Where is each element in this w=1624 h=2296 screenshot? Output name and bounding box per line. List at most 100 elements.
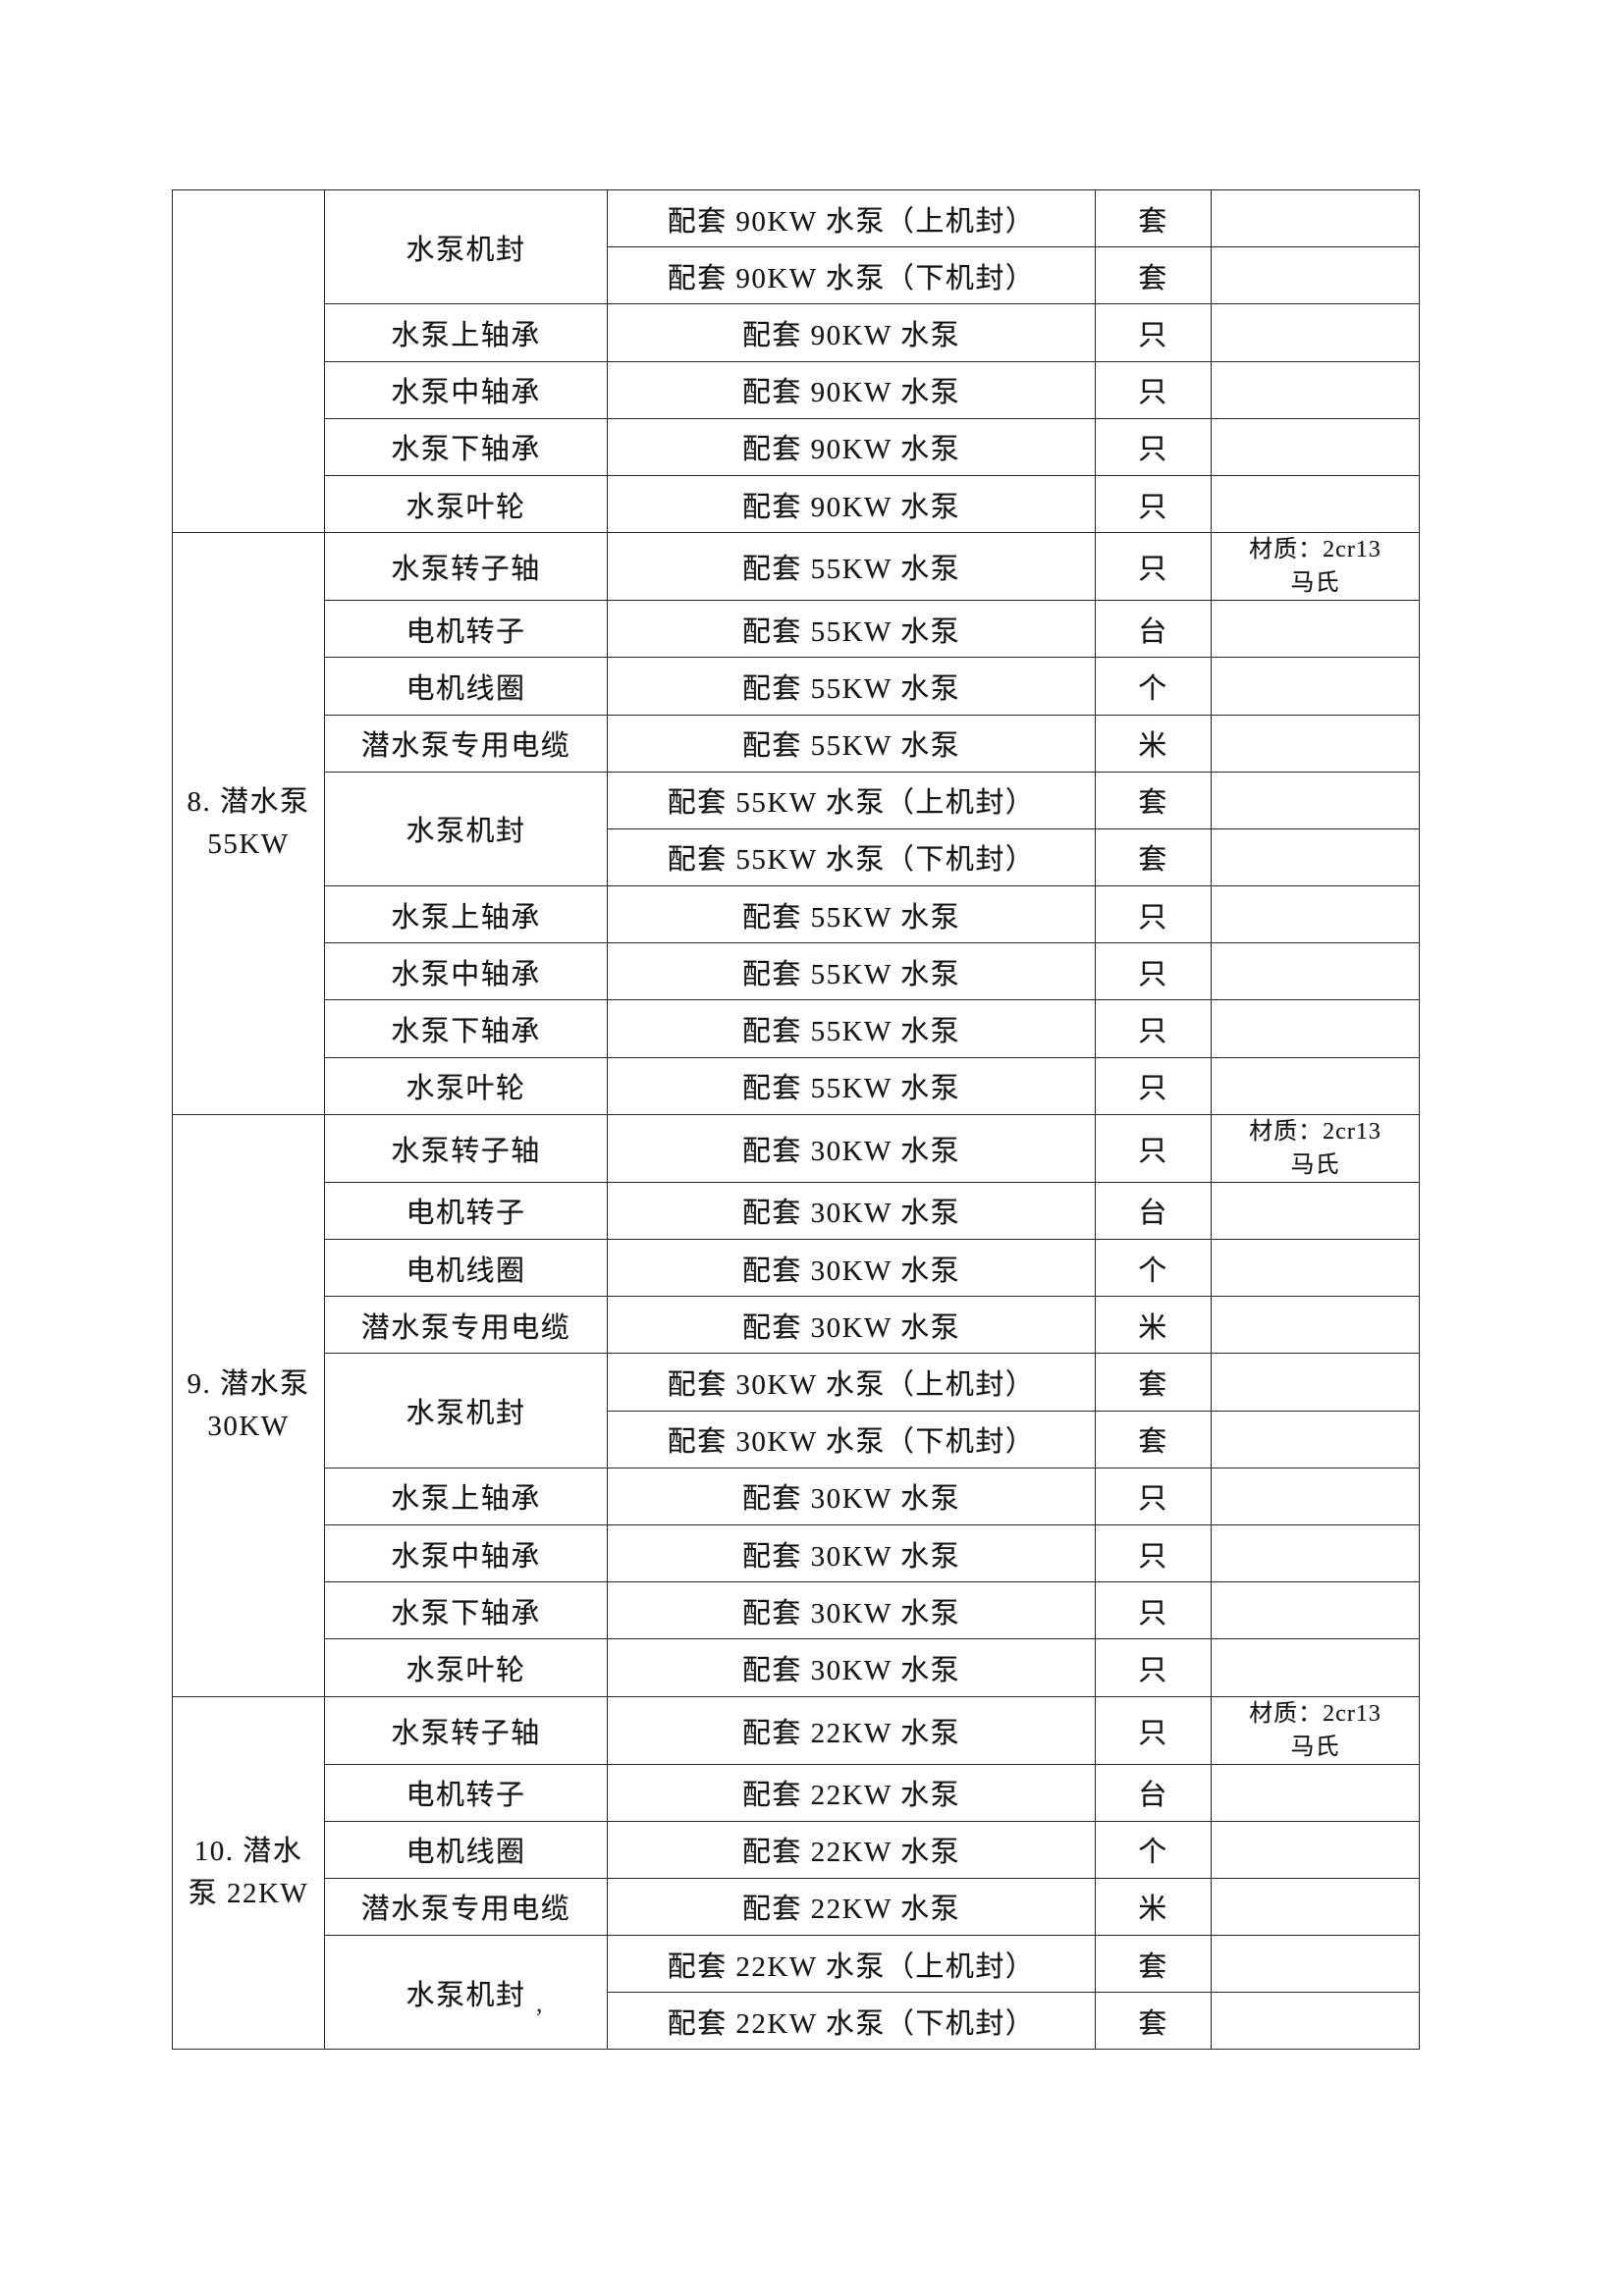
- table-row: 水泵机封 配套 22KW 水泵（上机封）套: [173, 1935, 1420, 2051]
- remark-cell: [1211, 885, 1420, 944]
- unit-cell: 套: [1095, 1935, 1212, 1994]
- description-cell: 配套 30KW 水泵: [607, 1238, 1096, 1298]
- table-row: 水泵叶轮 配套 90KW 水泵只: [173, 474, 1420, 534]
- table-row: 电机转子 配套 55KW 水泵台: [173, 600, 1420, 659]
- description-cell: 配套 22KW 水泵: [607, 1820, 1096, 1879]
- group-label-line: 8. 潜水泵: [187, 785, 310, 818]
- description-cell: 配套 30KW 水泵: [607, 1181, 1096, 1241]
- part-name-cell: 水泵机封: [324, 1353, 608, 1468]
- table-row: 潜水泵专用电缆 配套 55KW 水泵米: [173, 714, 1420, 773]
- description-cell: 配套 55KW 水泵: [607, 657, 1096, 716]
- group-label-line: 泵 22KW: [188, 1877, 309, 1909]
- table-row: 配套 55KW 水泵（下机封）套: [173, 828, 1420, 887]
- description-cell: 配套 30KW 水泵: [607, 1296, 1096, 1355]
- table-row: 电机线圈 配套 55KW 水泵个: [173, 657, 1420, 716]
- unit-cell: 套: [1095, 828, 1212, 887]
- remark-cell: [1211, 1581, 1420, 1640]
- unit-cell: 只: [1095, 360, 1212, 419]
- table-row: 水泵中轴承 配套 30KW 水泵只: [173, 1523, 1420, 1583]
- unit-cell: 套: [1095, 1992, 1212, 2051]
- remark-cell: [1211, 600, 1420, 659]
- remark-cell: [1211, 999, 1420, 1058]
- unit-cell: 只: [1095, 417, 1212, 476]
- table-row: 水泵上轴承 配套 30KW 水泵只: [173, 1467, 1420, 1525]
- description-cell: 配套 30KW 水泵: [607, 1581, 1096, 1640]
- part-name-cell: 水泵转子轴: [324, 532, 608, 602]
- description-cell: 配套 55KW 水泵: [607, 999, 1096, 1058]
- unit-cell: 只: [1095, 1523, 1212, 1583]
- unit-cell: 只: [1095, 532, 1212, 602]
- part-name-cell: 水泵上轴承: [324, 1467, 608, 1525]
- description-cell: 配套 30KW 水泵: [607, 1113, 1096, 1183]
- group-label-line: 55KW: [207, 828, 290, 860]
- unit-cell: 米: [1095, 1877, 1212, 1937]
- table-row: 10. 潜水泵 22KW 水泵转子轴 配套 22KW 水泵只材质：2cr13 马氏: [172, 1695, 1420, 2051]
- part-name-cell: 电机转子: [324, 1181, 608, 1241]
- part-name-cell: 水泵机封: [324, 1935, 608, 2051]
- table-row: 水泵下轴承 配套 90KW 水泵只: [173, 417, 1420, 476]
- remark-cell: [1211, 1523, 1420, 1583]
- remark-cell: [1211, 1181, 1420, 1241]
- pump-parts-table: 水泵机封 配套 90KW 水泵（上机封）套配套 90KW 水泵（下机封）套水泵上轴…: [172, 188, 1420, 2051]
- table-row: 水泵叶轮 配套 55KW 水泵只: [173, 1056, 1420, 1115]
- part-name-cell: 水泵机封: [324, 188, 608, 305]
- unit-cell: 只: [1095, 942, 1212, 1001]
- table-row: 水泵机封 配套 55KW 水泵（上机封）套: [173, 771, 1420, 887]
- description-cell: 配套 30KW 水泵: [607, 1467, 1096, 1525]
- description-cell: 配套 55KW 水泵: [607, 942, 1096, 1001]
- description-cell: 配套 22KW 水泵（下机封）: [607, 1992, 1096, 2051]
- description-cell: 配套 22KW 水泵: [607, 1695, 1096, 1765]
- table-row: 潜水泵专用电缆 配套 22KW 水泵米: [173, 1877, 1420, 1937]
- description-cell: 配套 90KW 水泵: [607, 417, 1096, 476]
- group-cell: 9. 潜水泵 30KW: [172, 1113, 325, 1697]
- description-cell: 配套 22KW 水泵（上机封）: [607, 1935, 1096, 1994]
- unit-cell: 套: [1095, 1353, 1212, 1412]
- part-name-cell: 电机线圈: [324, 1238, 608, 1298]
- description-cell: 配套 90KW 水泵（上机封）: [607, 188, 1096, 248]
- remark-cell: [1211, 1410, 1420, 1468]
- remark-cell: [1211, 657, 1420, 716]
- remark-cell: [1211, 474, 1420, 534]
- group-cell: 10. 潜水泵 22KW: [172, 1695, 325, 2051]
- description-cell: 配套 55KW 水泵: [607, 532, 1096, 602]
- remark-cell: [1211, 246, 1420, 305]
- table-row: 电机线圈 配套 30KW 水泵个: [173, 1238, 1420, 1298]
- remark-cell: [1211, 828, 1420, 887]
- group-cell: 8. 潜水泵 55KW: [172, 532, 325, 1115]
- unit-cell: 只: [1095, 1638, 1212, 1697]
- table-row: 配套 22KW 水泵（下机封）套: [173, 1992, 1420, 2051]
- unit-cell: 只: [1095, 999, 1212, 1058]
- table-row: 电机转子 配套 30KW 水泵台: [173, 1181, 1420, 1241]
- part-name-cell: 水泵上轴承: [324, 885, 608, 944]
- part-name-cell: 水泵下轴承: [324, 999, 608, 1058]
- table-row: 水泵上轴承 配套 90KW 水泵只: [173, 303, 1420, 362]
- remark-cell: [1211, 1935, 1420, 1994]
- part-name-cell: 水泵下轴承: [324, 417, 608, 476]
- remark-cell: [1211, 1238, 1420, 1298]
- part-name-cell: 电机线圈: [324, 657, 608, 716]
- table-row: 水泵上轴承 配套 55KW 水泵只: [173, 885, 1420, 944]
- remark-cell: [1211, 1296, 1420, 1355]
- remark-cell: [1211, 360, 1420, 419]
- remark-cell: 材质：2cr13 马氏: [1211, 1113, 1420, 1183]
- group-cell: [172, 188, 325, 534]
- unit-cell: 只: [1095, 1581, 1212, 1640]
- part-name-cell: 水泵上轴承: [324, 303, 608, 362]
- table-row: 8. 潜水泵 55KW 水泵转子轴 配套 55KW 水泵只材质：2cr13 马氏: [172, 532, 1420, 1115]
- remark-cell: [1211, 771, 1420, 829]
- remark-cell: [1211, 942, 1420, 1001]
- remark-cell: [1211, 1992, 1420, 2051]
- description-cell: 配套 55KW 水泵: [607, 714, 1096, 773]
- description-cell: 配套 30KW 水泵（上机封）: [607, 1353, 1096, 1412]
- description-cell: 配套 22KW 水泵: [607, 1763, 1096, 1822]
- unit-cell: 套: [1095, 188, 1212, 248]
- group-label-line: 9. 潜水泵: [187, 1367, 310, 1400]
- table-row: 水泵下轴承 配套 55KW 水泵只: [173, 999, 1420, 1058]
- description-cell: 配套 55KW 水泵: [607, 600, 1096, 659]
- remark-cell: [1211, 1877, 1420, 1937]
- remark-cell: [1211, 1638, 1420, 1697]
- unit-cell: 只: [1095, 1467, 1212, 1525]
- table-row: 潜水泵专用电缆 配套 30KW 水泵米: [173, 1296, 1420, 1355]
- remark-line: 马氏: [1290, 1734, 1340, 1760]
